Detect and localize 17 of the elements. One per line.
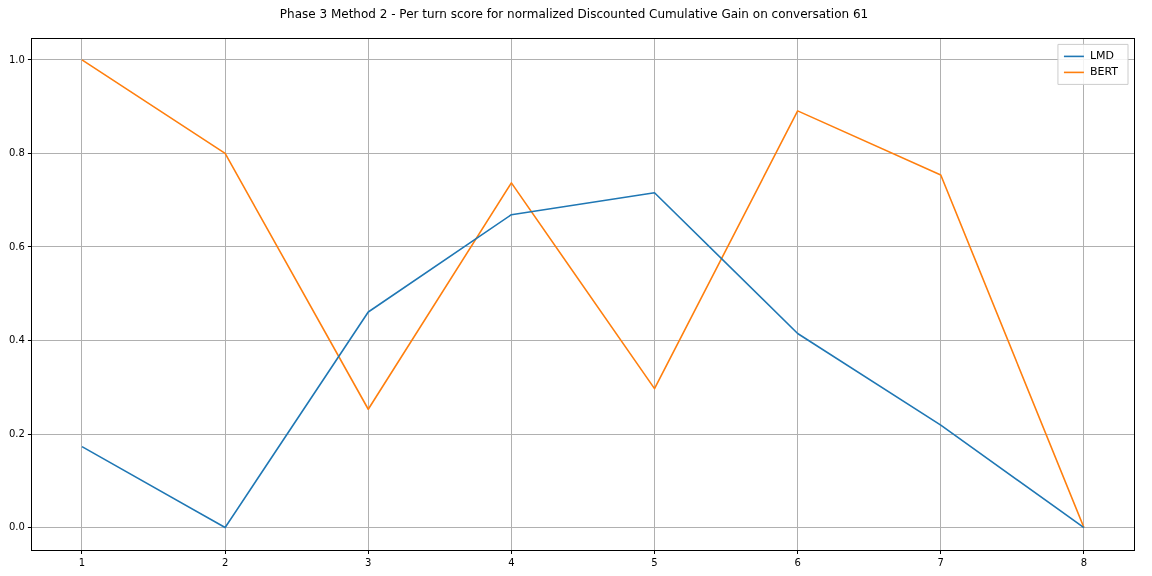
chart-title: Phase 3 Method 2 - Per turn score for normalized Discounted Cumulative Gain on conversation 61 (279, 7, 869, 22)
x-tick-label: 6 (794, 556, 801, 568)
x-tick-label: 4 (508, 556, 515, 568)
x-tick-label: 8 (1080, 556, 1088, 568)
x-tick-label: 5 (651, 556, 658, 568)
x-tick-label: 3 (365, 556, 372, 568)
y-tick-label: 0.0 (9, 521, 25, 533)
legend-label: BERT (1089, 65, 1119, 79)
y-tick-label: 0.6 (9, 240, 25, 252)
y-tick-label: 1.0 (9, 53, 25, 65)
y-tick-label: 0.4 (9, 334, 25, 346)
legend-label: LMD (1089, 49, 1115, 63)
y-tick-label: 0.8 (9, 147, 25, 159)
y-tick-label: 0.2 (9, 427, 25, 439)
x-tick-label: 7 (937, 556, 944, 568)
x-tick-label: 1 (78, 556, 86, 568)
x-tick-label: 2 (221, 556, 229, 568)
